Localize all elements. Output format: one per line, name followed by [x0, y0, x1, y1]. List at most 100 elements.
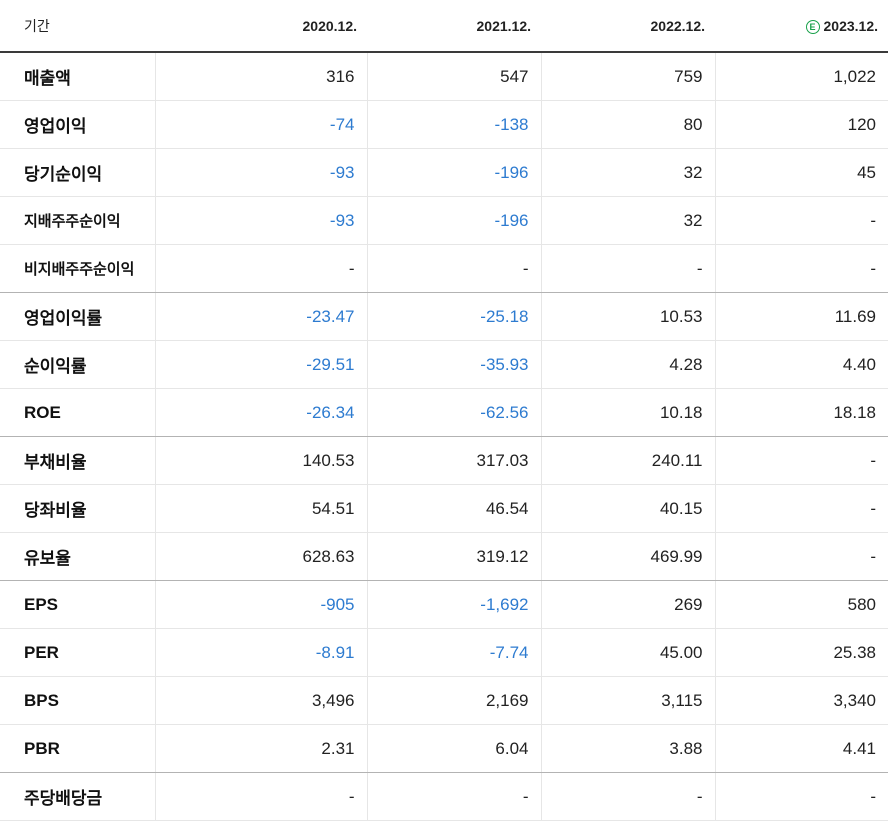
row-label: 비지배주주순이익 [0, 244, 155, 293]
table-cell: 6.04 [366, 724, 541, 773]
table-cell: -138 [366, 100, 541, 149]
table-cell: 4.28 [540, 340, 715, 389]
table-cell: 3,496 [154, 676, 367, 725]
table-row: BPS 3,496 2,169 3,115 3,340 [0, 676, 888, 725]
table-cell: -93 [154, 196, 367, 245]
table-cell: 54.51 [154, 484, 367, 533]
table-cell: 45 [714, 148, 888, 197]
table-row: 순이익률 -29.51 -35.93 4.28 4.40 [0, 340, 888, 389]
row-label: 영업이익률 [0, 292, 155, 341]
table-cell: - [154, 772, 367, 821]
table-cell: 2,169 [366, 676, 541, 725]
table-row: 영업이익률 -23.47 -25.18 10.53 11.69 [0, 292, 888, 341]
table-cell: -23.47 [154, 292, 367, 341]
table-cell: 469.99 [540, 532, 715, 581]
table-row: 부채비율 140.53 317.03 240.11- [0, 436, 888, 485]
row-label: PBR [0, 724, 155, 773]
table-cell: 4.41 [714, 724, 888, 773]
table-cell: 547 [366, 52, 541, 101]
column-header-2021: 2021.12. [367, 0, 541, 53]
table-cell: - [366, 772, 541, 821]
table-cell: -35.93 [366, 340, 541, 389]
table-cell: -62.56 [366, 388, 541, 437]
table-cell: -25.18 [366, 292, 541, 341]
table-cell: - [366, 244, 541, 293]
table-cell: -93 [154, 148, 367, 197]
table-row: EPS -905 -1,692 269 580 [0, 580, 888, 629]
row-label: 영업이익 [0, 100, 155, 149]
table-cell: 10.18 [540, 388, 715, 437]
table-cell: 319.12 [366, 532, 541, 581]
table-cell: 80 [540, 100, 715, 149]
table-cell: -29.51 [154, 340, 367, 389]
table-cell: - [714, 436, 888, 485]
table-cell: 3,340 [714, 676, 888, 725]
table-cell: 317.03 [366, 436, 541, 485]
table-row: 지배주주순이익 -93 -196 32- [0, 196, 888, 245]
row-label: 매출액 [0, 52, 155, 101]
column-header-2023-estimate: E 2023.12. [715, 0, 888, 53]
table-cell: - [714, 244, 888, 293]
table-cell: 18.18 [714, 388, 888, 437]
column-header-2020: 2020.12. [155, 0, 367, 53]
table-cell: - [714, 196, 888, 245]
table-cell: -1,692 [366, 580, 541, 629]
table-row: ROE -26.34 -62.56 10.18 18.18 [0, 388, 888, 437]
row-label: 당좌비율 [0, 484, 155, 533]
row-label: 지배주주순이익 [0, 196, 155, 245]
row-label: ROE [0, 388, 155, 437]
row-label: 유보율 [0, 532, 155, 581]
table-cell: -8.91 [154, 628, 367, 677]
table-row: 주당배당금 - - - - [0, 772, 888, 821]
table-cell: 628.63 [154, 532, 367, 581]
table-cell: -196 [366, 148, 541, 197]
row-label: 주당배당금 [0, 772, 155, 821]
table-cell: 10.53 [540, 292, 715, 341]
row-label: 부채비율 [0, 436, 155, 485]
table-cell: 32 [540, 148, 715, 197]
table-row: 당기순이익 -93 -196 32 45 [0, 148, 888, 197]
table-row: PER -8.91 -7.74 45.00 25.38 [0, 628, 888, 677]
table-row: 매출액 316 547 759 1,022 [0, 52, 888, 101]
table-cell: - [714, 532, 888, 581]
table-cell: 759 [540, 52, 715, 101]
table-cell: - [540, 244, 715, 293]
table-cell: 45.00 [540, 628, 715, 677]
table-cell: 11.69 [714, 292, 888, 341]
table-cell: 3.88 [540, 724, 715, 773]
table-cell: 316 [154, 52, 367, 101]
table-cell: 120 [714, 100, 888, 149]
column-header-2022: 2022.12. [541, 0, 715, 53]
table-cell: 1,022 [714, 52, 888, 101]
table-cell: -74 [154, 100, 367, 149]
row-label: PER [0, 628, 155, 677]
table-cell: -26.34 [154, 388, 367, 437]
table-cell: - [154, 244, 367, 293]
row-label: EPS [0, 580, 155, 629]
table-cell: -905 [154, 580, 367, 629]
table-cell: 269 [540, 580, 715, 629]
table-cell: 25.38 [714, 628, 888, 677]
table-row: 당좌비율 54.51 46.54 40.15- [0, 484, 888, 533]
table-cell: - [714, 772, 888, 821]
table-cell: 140.53 [154, 436, 367, 485]
table-cell: 580 [714, 580, 888, 629]
table-cell: - [714, 484, 888, 533]
row-label: BPS [0, 676, 155, 725]
table-cell: 40.15 [540, 484, 715, 533]
table-cell: 3,115 [540, 676, 715, 725]
table-cell: 2.31 [154, 724, 367, 773]
estimate-icon: E [805, 19, 820, 34]
table-row: PBR 2.31 6.04 3.88 4.41 [0, 724, 888, 773]
table-cell: -7.74 [366, 628, 541, 677]
table-header-row: 기간 2020.12. 2021.12. 2022.12. E 2023.12. [0, 0, 888, 53]
row-label: 순이익률 [0, 340, 155, 389]
period-header: 기간 [0, 0, 155, 53]
table-cell: 4.40 [714, 340, 888, 389]
table-cell: 46.54 [366, 484, 541, 533]
column-header-2023-label: 2023.12. [823, 17, 879, 34]
table-row: 비지배주주순이익 - - - - [0, 244, 888, 293]
table-row: 영업이익 -74 -138 80 120 [0, 100, 888, 149]
table-cell: 32 [540, 196, 715, 245]
